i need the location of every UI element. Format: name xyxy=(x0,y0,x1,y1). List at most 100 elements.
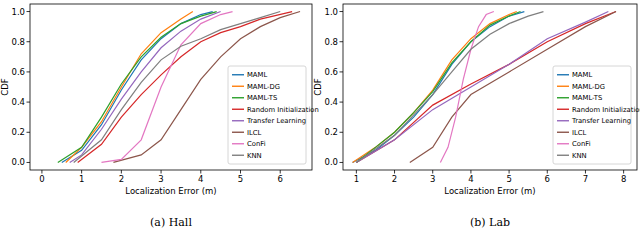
x-tick-label: 3 xyxy=(158,174,163,184)
x-tick xyxy=(280,170,281,174)
legend-label: KNN xyxy=(247,152,262,160)
legend-label: ConFi xyxy=(572,140,591,148)
legend-label: MAML xyxy=(247,71,267,79)
x-tick xyxy=(41,170,42,174)
legend-swatch xyxy=(557,109,569,110)
legend-label: KNN xyxy=(572,152,587,160)
y-tick xyxy=(340,132,344,133)
x-tick-label: 8 xyxy=(621,174,626,184)
x-tick-label: 5 xyxy=(506,174,511,184)
legend-label: ConFi xyxy=(247,140,266,148)
legend-swatch xyxy=(557,143,569,144)
legend-box xyxy=(553,66,631,164)
legend-swatch xyxy=(557,97,569,98)
x-tick-label: 6 xyxy=(545,174,550,184)
y-tick-label: 0.2 xyxy=(324,127,338,137)
cdf-line xyxy=(353,12,517,163)
legend-swatch xyxy=(232,120,244,121)
x-tick-label: 2 xyxy=(392,174,397,184)
legend-box xyxy=(228,66,306,164)
legend-swatch xyxy=(232,74,244,75)
legend-swatch xyxy=(232,86,244,87)
x-tick-label: 7 xyxy=(583,174,588,184)
legend-swatch xyxy=(232,97,244,98)
y-tick-label: 0.4 xyxy=(324,97,338,107)
legend-label: MAML-DG xyxy=(572,83,605,91)
y-tick-label: 0.0 xyxy=(11,157,25,167)
legend: MAML MAML-DG MAML-TS Random Initialization T… xyxy=(553,66,640,164)
legend-swatch xyxy=(557,155,569,156)
y-tick-label: 1.0 xyxy=(324,7,338,17)
y-tick xyxy=(340,162,344,163)
cdf-line xyxy=(101,12,232,163)
legend-label: Random Initialization xyxy=(572,106,640,114)
y-tick-label: 0.6 xyxy=(11,67,25,77)
x-tick xyxy=(200,170,201,174)
x-tick-label: 4 xyxy=(468,174,473,184)
x-axis-label: Localization Error (m) xyxy=(444,186,535,196)
legend-swatch xyxy=(232,132,244,133)
caption: (a) Hall xyxy=(150,216,192,229)
y-tick xyxy=(27,132,31,133)
legend-label: MAML xyxy=(572,71,592,79)
y-tick xyxy=(340,71,344,72)
panel: 01234560.00.20.40.60.81.0Localization Er… xyxy=(0,4,319,229)
x-tick-label: 6 xyxy=(278,174,283,184)
legend-label: MAML-TS xyxy=(572,94,602,102)
y-tick-label: 0.0 xyxy=(324,157,338,167)
y-tick xyxy=(340,41,344,42)
x-axis-label: Localization Error (m) xyxy=(125,186,216,196)
cdf-line xyxy=(66,12,193,163)
legend-swatch xyxy=(232,109,244,110)
y-axis-label: CDF xyxy=(313,78,323,95)
x-tick-label: 1 xyxy=(354,174,359,184)
plot-area xyxy=(58,12,300,163)
y-tick-label: 0.4 xyxy=(11,97,25,107)
y-tick-label: 0.8 xyxy=(11,37,25,47)
legend-label: ILCL xyxy=(247,129,262,137)
x-tick xyxy=(585,170,586,174)
cdf-line xyxy=(70,12,221,163)
y-tick-label: 0.6 xyxy=(324,67,338,77)
y-axis-label: CDF xyxy=(0,78,10,95)
x-tick xyxy=(394,170,395,174)
y-tick xyxy=(27,41,31,42)
legend-label: Transfer Learning xyxy=(571,117,631,125)
legend-label: Transfer Learning xyxy=(246,117,306,125)
frame xyxy=(30,4,312,170)
y-tick xyxy=(340,102,344,103)
cdf-line xyxy=(410,12,616,163)
x-tick xyxy=(161,170,162,174)
cdf-line xyxy=(74,12,281,163)
x-tick xyxy=(240,170,241,174)
x-tick xyxy=(81,170,82,174)
legend-label: MAML-TS xyxy=(247,94,277,102)
x-tick-label: 0 xyxy=(39,174,44,184)
caption: (b) Lab xyxy=(470,216,510,229)
legend-swatch xyxy=(557,132,569,133)
x-tick xyxy=(356,170,357,174)
x-tick-label: 5 xyxy=(238,174,243,184)
panel: 1 2 3 4 5 6 7 8 0.0 0.2 0.4 0.6 0.8 1.0 Localization E… xyxy=(313,4,640,229)
cdf-line xyxy=(356,12,543,163)
x-tick xyxy=(623,170,624,174)
legend-swatch xyxy=(557,120,569,121)
y-tick xyxy=(27,102,31,103)
cdf-line xyxy=(78,12,292,163)
y-tick-label: 1.0 xyxy=(11,7,25,17)
y-tick xyxy=(27,162,31,163)
legend: MAMLMAML-DGMAML-TSRandom InitializationT… xyxy=(228,66,319,164)
x-tick xyxy=(432,170,433,174)
x-tick-label: 3 xyxy=(430,174,435,184)
x-tick-label: 2 xyxy=(119,174,124,184)
x-tick xyxy=(470,170,471,174)
plot-area xyxy=(353,12,616,163)
legend-swatch xyxy=(557,86,569,87)
y-tick xyxy=(27,11,31,12)
legend-swatch xyxy=(232,143,244,144)
y-tick-label: 0.8 xyxy=(324,37,338,47)
legend-label: ILCL xyxy=(572,129,587,137)
legend-label: MAML-DG xyxy=(247,83,280,91)
cdf-line xyxy=(356,12,616,163)
y-tick xyxy=(340,11,344,12)
